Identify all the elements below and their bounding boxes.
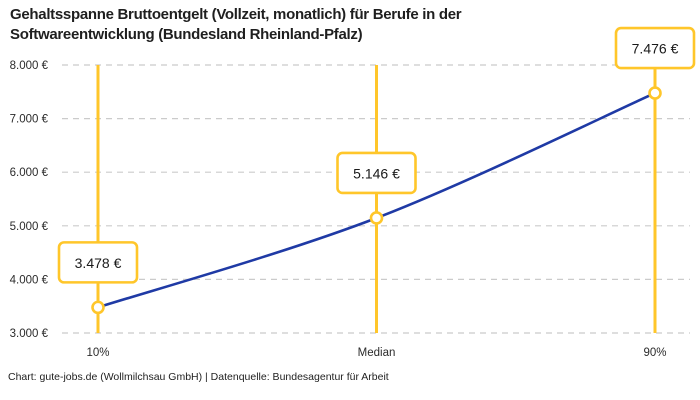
- y-axis-tick-label: 6.000 €: [10, 167, 49, 179]
- value-label: 3.478 €: [75, 255, 122, 271]
- value-label-box: [336, 151, 417, 195]
- data-point: [369, 211, 384, 225]
- value-label-box: [57, 241, 139, 284]
- data-point: [648, 86, 662, 100]
- value-label: 5.146 €: [353, 165, 400, 181]
- value-label: 7.476 €: [632, 41, 679, 57]
- value-label-box: [614, 26, 696, 70]
- x-axis-tick-label: 90%: [643, 347, 666, 359]
- y-axis-tick-label: 8.000 €: [10, 60, 49, 72]
- chart-title-line2: Softwareentwicklung (Bundesland Rheinlan…: [10, 26, 363, 43]
- salary-range-line-chart: 3.000 € 4.000 € 5.000 € 6.000 € 7.000 € 8.000…: [10, 26, 696, 359]
- y-axis-tick-label: 3.000 €: [10, 328, 49, 340]
- chart-attribution: Chart: gute-jobs.de (Wollmilchsau GmbH) …: [8, 371, 389, 383]
- x-axis-tick-label: Median: [358, 347, 396, 359]
- data-point: [91, 300, 105, 315]
- x-axis-tick-label: 10%: [86, 347, 109, 359]
- y-axis-tick-label: 7.000 €: [10, 114, 49, 126]
- chart-title-line1: Gehaltsspanne Bruttoentgelt (Vollzeit, m…: [10, 6, 462, 23]
- y-axis-tick-label: 5.000 €: [10, 221, 49, 233]
- y-axis-tick-label: 4.000 €: [10, 274, 49, 286]
- chart-title: Gehaltsspanne Bruttoentgelt (Vollzeit, m…: [10, 5, 462, 45]
